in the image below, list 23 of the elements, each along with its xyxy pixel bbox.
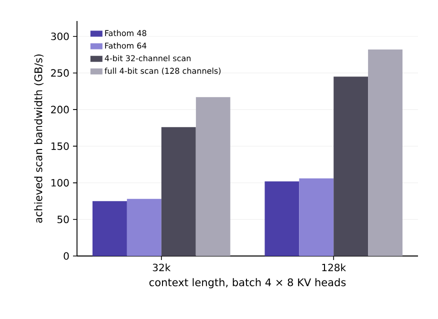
y-tick-label: 50 — [58, 216, 69, 224]
legend-label: Fathom 64 — [105, 42, 146, 49]
y-tick-label: 150 — [51, 142, 69, 150]
y-axis-title: achieved scan bandwidth (GB/s) — [34, 54, 44, 223]
y-tick-label: 0 — [64, 252, 69, 260]
y-tick-label: 300 — [51, 32, 69, 40]
legend-label: Fathom 48 — [105, 30, 146, 36]
bar — [161, 127, 196, 256]
y-tick-label: 100 — [51, 179, 69, 187]
legend-label: 4-bit 32-channel scan — [104, 55, 191, 62]
y-tick-label: 200 — [51, 106, 69, 114]
bar — [126, 198, 162, 256]
bar — [264, 181, 300, 256]
bar — [196, 97, 230, 256]
bar — [334, 76, 368, 256]
x-axis-title: context length, batch 4 × 8 KV heads — [149, 278, 346, 288]
x-tick-label: 128k — [322, 264, 346, 272]
legend-label: full 4-bit scan (128 channels) — [104, 68, 221, 75]
bar — [299, 178, 334, 256]
x-tick-label: 32k — [152, 264, 171, 272]
y-tick-label: 250 — [51, 69, 69, 77]
bar — [368, 50, 402, 256]
bar — [92, 201, 127, 256]
